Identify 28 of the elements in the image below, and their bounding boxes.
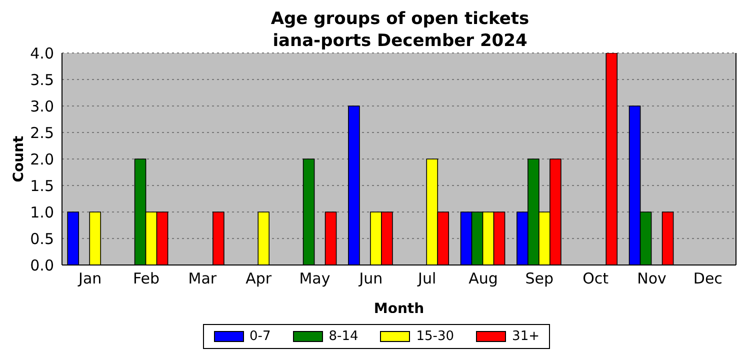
chart-title: Age groups of open tickets iana-ports December 2024 — [270, 8, 530, 52]
x-tick-label: Oct — [582, 270, 609, 288]
y-tick-label: 1.0 — [30, 203, 54, 222]
x-tick-label: Apr — [246, 270, 272, 288]
x-tick-label: Jan — [78, 270, 102, 288]
y-tick-label: 4.0 — [30, 44, 54, 62]
y-tick-label: 3.5 — [30, 70, 54, 89]
x-tick-label: Jun — [358, 270, 383, 288]
x-tick-label: Jul — [417, 270, 436, 288]
x-axis-title: Month — [374, 301, 424, 317]
y-tick-label: 2.0 — [30, 150, 54, 168]
x-tick-label: Dec — [693, 270, 722, 288]
x-tick-label: Nov — [637, 270, 667, 288]
x-tick-label: Aug — [468, 270, 498, 288]
y-tick-label: 0.5 — [30, 230, 54, 248]
y-axis-title: Count — [10, 135, 27, 182]
y-tick-label: 3.0 — [30, 97, 54, 116]
legend-label: 31+ — [512, 329, 540, 344]
x-tick-label: Sep — [525, 270, 554, 288]
x-tick-label: May — [299, 270, 330, 288]
y-tick-label: 1.5 — [30, 176, 54, 195]
legend-label: 8-14 — [328, 329, 358, 344]
x-tick-label: Mar — [188, 270, 218, 288]
x-tick-label: Feb — [132, 270, 160, 288]
legend-label: 15-30 — [416, 329, 454, 344]
legend-label: 0-7 — [250, 329, 271, 344]
y-tick-label: 2.5 — [30, 124, 54, 142]
y-tick-label: 0.0 — [30, 256, 54, 274]
